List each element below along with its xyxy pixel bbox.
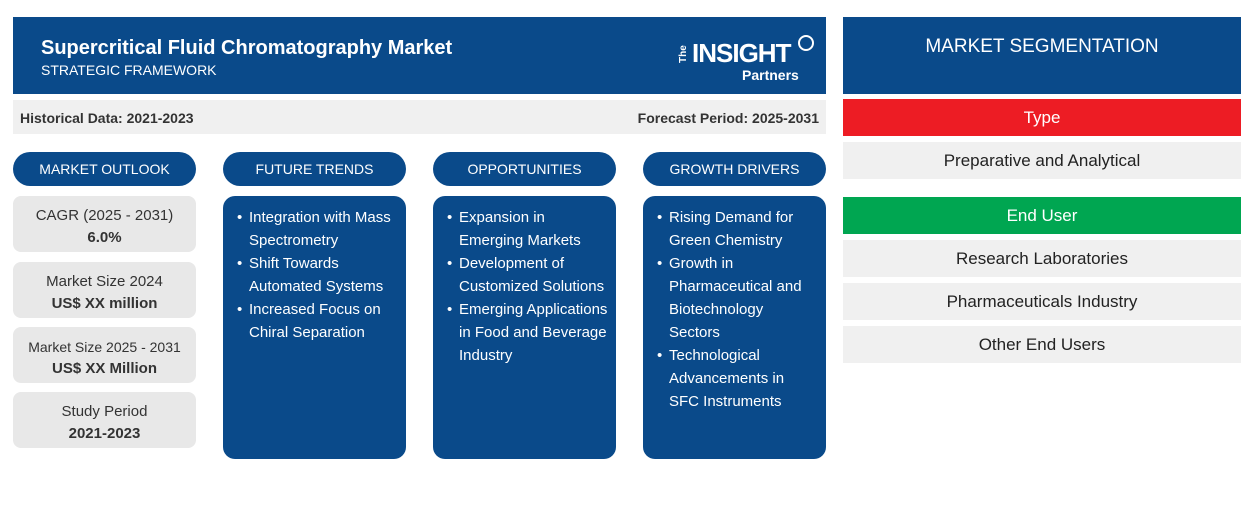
segment-item: Research Laboratories bbox=[843, 240, 1241, 277]
page-title: Supercritical Fluid Chromatography Marke… bbox=[41, 37, 453, 59]
segment-item: Pharmaceuticals Industry bbox=[843, 283, 1241, 320]
segment-type-header: Type bbox=[843, 99, 1241, 136]
future-trends-heading: FUTURE TRENDS bbox=[223, 152, 406, 186]
list-item: Increased Focus on Chiral Separation bbox=[237, 298, 398, 344]
stat-study-period: Study Period 2021-2023 bbox=[13, 392, 196, 448]
stat-market-size-2024: Market Size 2024 US$ XX million bbox=[13, 262, 196, 318]
list-item: Development of Customized Solutions bbox=[447, 252, 608, 298]
list-item: Integration with Mass Spectrometry bbox=[237, 206, 398, 252]
opportunities-heading: OPPORTUNITIES bbox=[433, 152, 616, 186]
list-item: Growth in Pharmaceutical and Biotechnolo… bbox=[657, 252, 818, 344]
period-band: Historical Data: 2021-2023 Forecast Peri… bbox=[13, 100, 826, 134]
list-item: Expansion in Emerging Markets bbox=[447, 206, 608, 252]
growth-drivers-card: Rising Demand for Green Chemistry Growth… bbox=[643, 196, 826, 459]
historical-data: Historical Data: 2021-2023 bbox=[20, 110, 194, 126]
opportunities-card: Expansion in Emerging Markets Developmen… bbox=[433, 196, 616, 459]
stat-market-size-forecast: Market Size 2025 - 2031 US$ XX Million bbox=[13, 327, 196, 383]
growth-drivers-heading: GROWTH DRIVERS bbox=[643, 152, 826, 186]
list-item: Technological Advancements in SFC Instru… bbox=[657, 344, 818, 413]
insight-partners-logo: The INSIGHT Partners bbox=[678, 33, 818, 83]
future-trends-card: Integration with Mass Spectrometry Shift… bbox=[223, 196, 406, 459]
header-banner: Supercritical Fluid Chromatography Marke… bbox=[13, 17, 826, 94]
segment-item: Other End Users bbox=[843, 326, 1241, 363]
list-item: Shift Towards Automated Systems bbox=[237, 252, 398, 298]
segmentation-title: MARKET SEGMENTATION bbox=[843, 17, 1241, 94]
segment-end-user-header: End User bbox=[843, 197, 1241, 234]
list-item: Rising Demand for Green Chemistry bbox=[657, 206, 818, 252]
segment-item: Preparative and Analytical bbox=[843, 142, 1241, 179]
page-subtitle: STRATEGIC FRAMEWORK bbox=[41, 62, 217, 78]
stat-cagr: CAGR (2025 - 2031) 6.0% bbox=[13, 196, 196, 252]
forecast-period: Forecast Period: 2025-2031 bbox=[637, 110, 819, 126]
market-outlook-heading: MARKET OUTLOOK bbox=[13, 152, 196, 186]
list-item: Emerging Applications in Food and Bevera… bbox=[447, 298, 608, 367]
